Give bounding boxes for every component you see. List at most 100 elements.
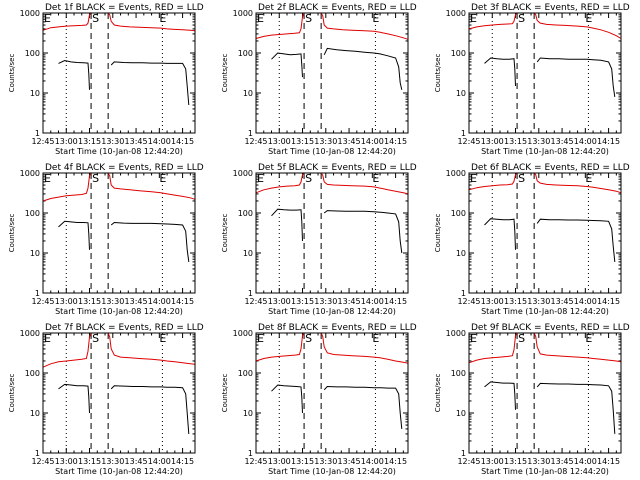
series-lld-line <box>468 12 518 30</box>
x-tick-label: 13:00 <box>55 137 78 146</box>
y-tick-label: 10 <box>456 89 466 98</box>
series-events-line <box>323 210 403 254</box>
marker-e-left: E <box>470 332 477 345</box>
marker-e-right: E <box>585 332 592 345</box>
panel-title: Det 2f BLACK = Events, RED = LLD <box>258 3 417 13</box>
panel-title: Det 3f BLACK = Events, RED = LLD <box>471 3 630 13</box>
x-tick-label: 14:00 <box>361 137 384 146</box>
x-tick-label: 13:15 <box>291 137 314 146</box>
y-tick-label: 1000 <box>446 329 466 338</box>
y-tick-label: 1000 <box>233 9 253 18</box>
x-tick-label: 13:30 <box>527 297 550 306</box>
x-tick-label: 13:30 <box>101 137 124 146</box>
x-axis-label: Start Time (10-Jan-08 12:44:20) <box>481 467 609 476</box>
marker-s: S <box>518 12 525 25</box>
y-tick-label: 1 <box>248 289 253 298</box>
x-tick-label: 14:00 <box>574 457 597 466</box>
series-events-line <box>484 218 516 250</box>
x-axis-label: Start Time (10-Jan-08 12:44:20) <box>268 147 396 156</box>
panel-2: Det 2f BLACK = Events, RED = LLD Counts/s… <box>221 3 417 156</box>
x-tick-label: 13:00 <box>481 457 504 466</box>
marker-e-right: E <box>159 172 166 185</box>
y-axis-label: Counts/sec <box>8 374 16 413</box>
x-tick-label: 14:15 <box>384 137 407 146</box>
x-tick-label: 14:00 <box>361 297 384 306</box>
y-axis-label: Counts/sec <box>434 54 442 93</box>
marker-s: S <box>305 332 312 345</box>
panel-1: Det 1f BLACK = Events, RED = LLD Counts/s… <box>8 3 204 156</box>
x-tick-label: 14:15 <box>597 137 620 146</box>
x-tick-label: 14:15 <box>597 457 620 466</box>
x-tick-label: 12:45 <box>457 297 480 306</box>
series-lld-line <box>107 172 196 200</box>
y-tick-label: 10 <box>243 89 253 98</box>
panel-title: Det 8f BLACK = Events, RED = LLD <box>258 323 417 333</box>
y-tick-label: 1 <box>461 129 466 138</box>
x-tick-label: 13:45 <box>125 457 148 466</box>
plot-frame <box>42 332 196 454</box>
x-tick-label: 12:45 <box>31 137 54 146</box>
marker-e-left: E <box>257 172 264 185</box>
x-tick-label: 13:15 <box>78 457 101 466</box>
series-lld-line <box>107 12 196 32</box>
y-tick-label: 100 <box>451 49 466 58</box>
y-tick-label: 100 <box>238 49 253 58</box>
x-tick-label: 13:15 <box>504 297 527 306</box>
marker-e-left: E <box>257 332 264 345</box>
series-events-line <box>110 385 190 434</box>
x-tick-label: 12:45 <box>457 137 480 146</box>
x-tick-label: 13:15 <box>504 137 527 146</box>
x-tick-label: 14:00 <box>574 137 597 146</box>
x-tick-label: 13:00 <box>481 297 504 306</box>
marker-e-right: E <box>372 12 379 25</box>
x-tick-label: 13:30 <box>527 457 550 466</box>
plot-frame <box>468 12 622 134</box>
marker-e-left: E <box>470 172 477 185</box>
series-events-line <box>271 384 303 414</box>
x-tick-label: 14:15 <box>597 297 620 306</box>
y-tick-label: 10 <box>30 89 40 98</box>
marker-s: S <box>92 172 99 185</box>
x-tick-label: 13:45 <box>338 457 361 466</box>
y-tick-label: 10 <box>456 409 466 418</box>
series-lld-line <box>107 332 196 365</box>
marker-e-right: E <box>159 332 166 345</box>
y-tick-label: 100 <box>25 209 40 218</box>
series-events-line <box>536 382 616 434</box>
y-tick-label: 1 <box>35 129 40 138</box>
x-axis-label: Start Time (10-Jan-08 12:44:20) <box>55 307 183 316</box>
series-events-line <box>110 61 190 106</box>
y-tick-label: 1000 <box>233 169 253 178</box>
y-tick-label: 1000 <box>20 9 40 18</box>
panel-9: Det 9f BLACK = Events, RED = LLD Counts/s… <box>434 323 630 476</box>
series-lld-line <box>42 332 92 368</box>
plot-frame <box>255 172 409 294</box>
series-lld-line <box>255 172 305 194</box>
x-tick-label: 14:00 <box>574 297 597 306</box>
x-tick-label: 14:15 <box>171 457 194 466</box>
series-lld-line <box>533 332 622 363</box>
marker-e-left: E <box>44 332 51 345</box>
y-tick-label: 1 <box>461 449 466 458</box>
x-axis-label: Start Time (10-Jan-08 12:44:20) <box>55 147 183 156</box>
series-events-line <box>58 59 90 90</box>
marker-e-right: E <box>585 12 592 25</box>
panel-7: Det 7f BLACK = Events, RED = LLD Counts/s… <box>8 323 204 476</box>
panel-4: Det 4f BLACK = Events, RED = LLD Counts/s… <box>8 163 204 316</box>
y-tick-label: 10 <box>456 249 466 258</box>
x-tick-label: 13:45 <box>125 137 148 146</box>
x-tick-label: 14:15 <box>384 457 407 466</box>
y-tick-label: 1000 <box>20 329 40 338</box>
series-events-line <box>110 221 190 262</box>
y-tick-label: 100 <box>451 369 466 378</box>
series-events-line <box>58 383 90 414</box>
panel-8: Det 8f BLACK = Events, RED = LLD Counts/s… <box>221 323 417 476</box>
series-lld-line <box>255 332 305 362</box>
x-axis-label: Start Time (10-Jan-08 12:44:20) <box>268 467 396 476</box>
y-axis-label: Counts/sec <box>221 54 229 93</box>
x-tick-label: 13:00 <box>268 457 291 466</box>
series-events-line <box>536 218 616 262</box>
x-tick-label: 13:30 <box>101 297 124 306</box>
y-tick-label: 1 <box>35 289 40 298</box>
x-tick-label: 13:30 <box>314 137 337 146</box>
